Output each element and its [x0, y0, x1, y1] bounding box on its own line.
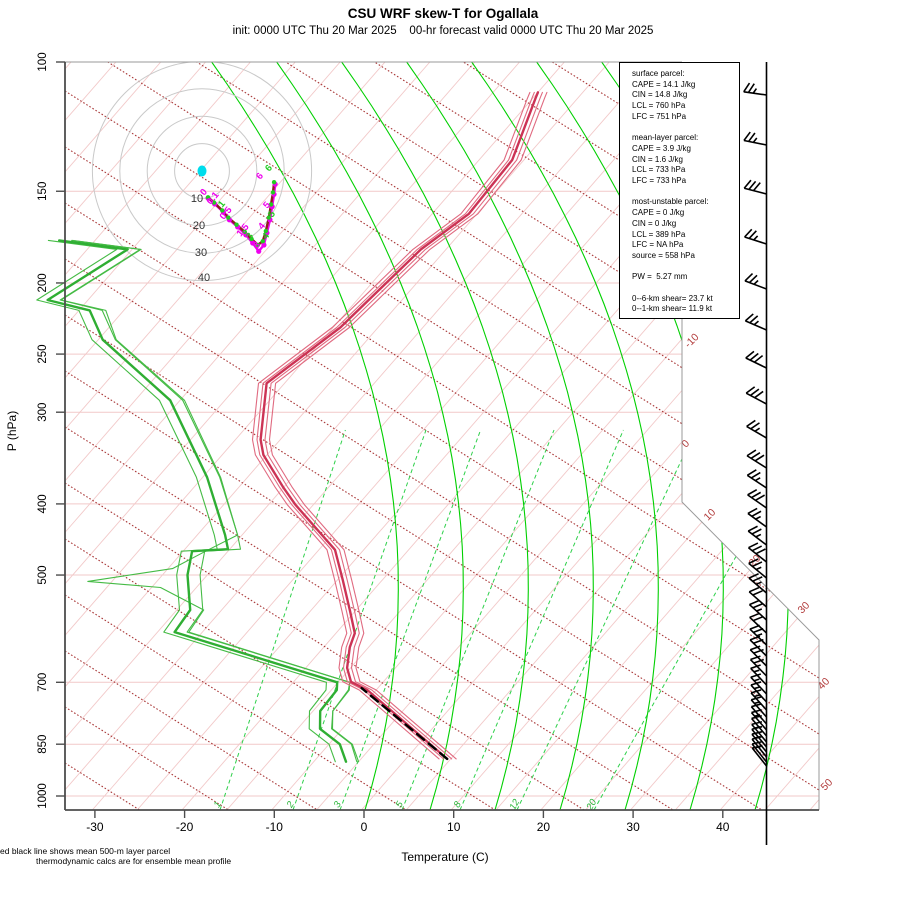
svg-text:10: 10 [702, 506, 719, 523]
svg-text:200: 200 [37, 273, 49, 292]
svg-text:6: 6 [263, 163, 275, 174]
svg-text:1000: 1000 [37, 783, 49, 809]
svg-text:40: 40 [716, 820, 730, 834]
svg-text:1: 1 [216, 198, 228, 210]
svg-text:850: 850 [37, 735, 49, 754]
svg-text:150: 150 [37, 182, 49, 201]
svg-text:10: 10 [447, 820, 461, 834]
parcel-info-box: surface parcel: CAPE = 14.1 J/kg CIN = 1… [619, 62, 740, 319]
svg-text:-10: -10 [266, 820, 284, 834]
svg-text:4: 4 [256, 220, 268, 232]
svg-text:500: 500 [37, 565, 49, 584]
svg-text:-10: -10 [682, 331, 701, 350]
svg-text:400: 400 [37, 494, 49, 513]
svg-text:4: 4 [260, 230, 272, 242]
svg-text:20: 20 [537, 820, 551, 834]
svg-text:30: 30 [796, 599, 813, 616]
x-axis-label: Temperature (C) [401, 850, 489, 864]
svg-text:10: 10 [191, 193, 203, 205]
svg-text:2: 2 [284, 799, 297, 811]
svg-text:0: 0 [198, 187, 210, 198]
footnote-thermo-calcs: thermodynamic calcs are for ensemble mea… [36, 856, 232, 866]
svg-text:300: 300 [37, 403, 49, 422]
svg-text:40: 40 [198, 272, 210, 284]
svg-text:3: 3 [244, 231, 256, 242]
page-subtitle: init: 0000 UTC Thu 20 Mar 2025 00-hr for… [232, 25, 654, 37]
svg-text:30: 30 [626, 820, 640, 834]
svg-text:3: 3 [251, 240, 263, 251]
svg-text:30: 30 [195, 247, 207, 259]
svg-text:20: 20 [193, 220, 205, 232]
svg-text:700: 700 [37, 673, 49, 692]
svg-text:5: 5 [394, 799, 407, 810]
svg-text:6: 6 [254, 171, 266, 182]
svg-text:-30: -30 [86, 820, 104, 834]
svg-text:0: 0 [361, 820, 368, 834]
footnote-parcel-line: ed black line shows mean 500-m layer par… [0, 846, 171, 856]
svg-text:1: 1 [212, 800, 224, 810]
svg-text:-20: -20 [176, 820, 194, 834]
svg-text:250: 250 [37, 344, 49, 363]
svg-text:0: 0 [680, 437, 693, 450]
page-title: CSU WRF skew-T for Ogallala [347, 6, 539, 21]
y-axis-label: P (hPa) [5, 410, 19, 452]
svg-text:5: 5 [266, 208, 278, 220]
svg-text:5: 5 [261, 199, 273, 211]
svg-text:8: 8 [452, 799, 465, 810]
svg-text:3: 3 [332, 799, 345, 810]
svg-text:100: 100 [37, 52, 49, 71]
svg-text:50: 50 [819, 776, 836, 793]
